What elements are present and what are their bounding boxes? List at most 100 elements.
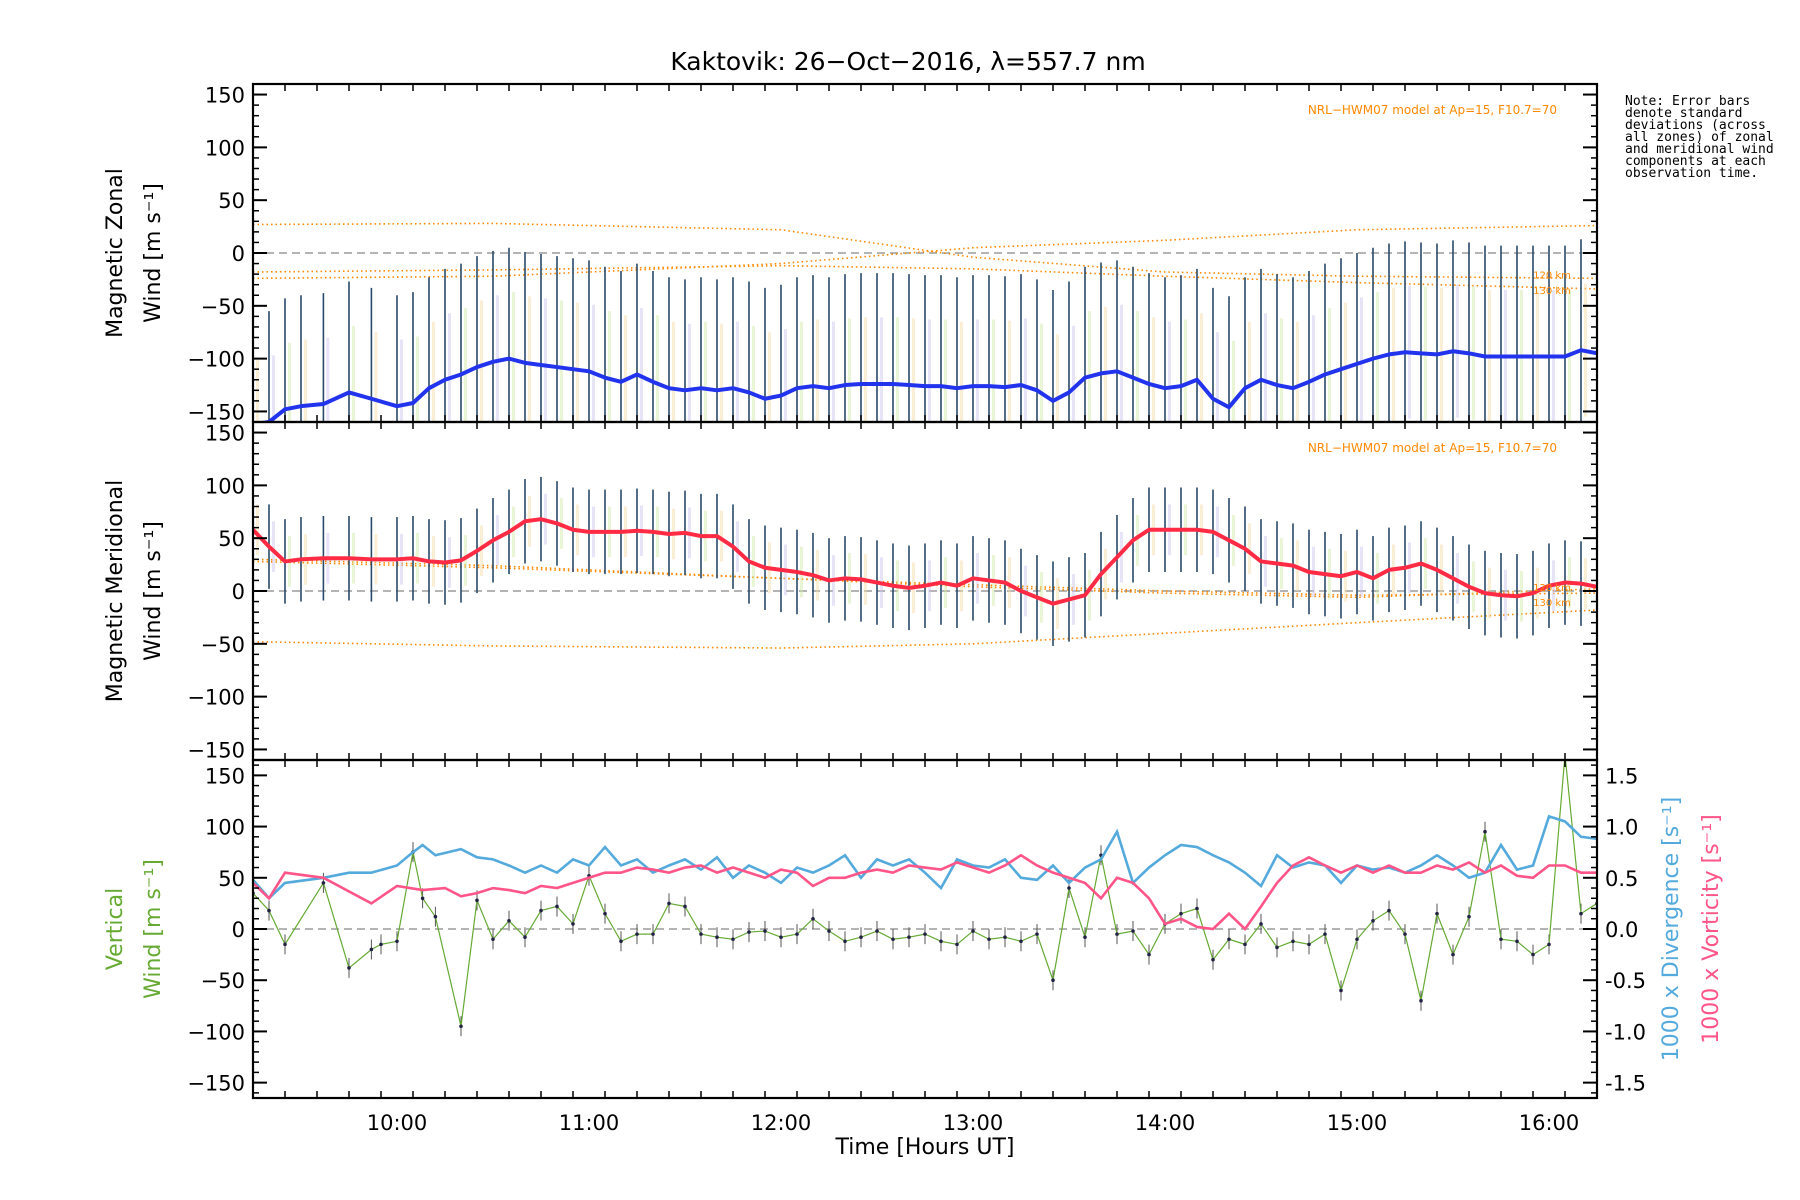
vertical-wind-point xyxy=(1499,937,1503,942)
vertical-wind-point xyxy=(475,898,479,903)
zone-scatter xyxy=(1376,552,1379,604)
zone-scatter xyxy=(1280,318,1283,422)
zone-scatter xyxy=(896,317,899,422)
model-altitude-label: 130 km xyxy=(1533,598,1571,609)
zone-scatter xyxy=(960,321,963,422)
zone-scatter xyxy=(688,323,691,422)
vertical-wind-point xyxy=(1403,932,1407,936)
divergence-line xyxy=(253,814,1597,901)
model-curve-0 xyxy=(253,222,1597,280)
y2-tick-label: 1.5 xyxy=(1605,764,1638,788)
zone-scatter xyxy=(432,321,435,422)
divergence-axis-label: 1000 x Divergence [s⁻¹] xyxy=(1659,797,1684,1061)
zone-scatter xyxy=(784,329,787,422)
zone-scatter xyxy=(1024,318,1027,422)
vertical-wind-point xyxy=(1419,998,1423,1003)
zone-scatter xyxy=(912,318,915,422)
plot-area xyxy=(253,760,1597,1037)
vertical-wind-point xyxy=(1243,942,1247,947)
zone-scatter xyxy=(720,323,723,422)
vertical-wind-point xyxy=(939,939,943,944)
zone-scatter xyxy=(1088,311,1091,422)
vertical-wind-point xyxy=(1259,922,1263,926)
vertical-wind-point xyxy=(1115,932,1119,936)
vertical-wind-point xyxy=(971,929,975,933)
x-tick-label: 10:00 xyxy=(367,1111,428,1135)
y2-tick-label: -1.5 xyxy=(1605,1072,1646,1096)
y-tick-label: 0 xyxy=(232,580,245,604)
vertical-wind-point xyxy=(1355,937,1359,942)
zone-scatter xyxy=(374,332,378,422)
zone-scatter xyxy=(1008,557,1011,608)
vertical-wind-point xyxy=(1211,957,1215,962)
vertical-wind-point xyxy=(1339,988,1343,993)
zone-scatter xyxy=(512,292,515,422)
vertical-wind-point xyxy=(603,911,607,916)
plot-area xyxy=(253,476,1603,649)
zone-scatter xyxy=(880,317,883,422)
zone-scatter xyxy=(512,506,515,558)
zone-scatter xyxy=(480,525,483,577)
zone-scatter xyxy=(256,357,259,422)
zone-scatter xyxy=(928,319,931,422)
vertical-wind-point xyxy=(459,1024,463,1029)
y-axis-label-line1: Magnetic Meridional xyxy=(103,480,128,702)
zone-scatter xyxy=(1248,321,1251,422)
vertical-wind-point xyxy=(891,937,895,942)
x-tick-label: 11:00 xyxy=(559,1111,620,1135)
zone-scatter xyxy=(352,325,355,422)
y-tick-label: 0 xyxy=(232,918,245,942)
zone-scatter xyxy=(464,535,467,586)
zone-scatter xyxy=(608,311,611,422)
vertical-wind-point xyxy=(523,935,527,939)
zonal-wind-line xyxy=(253,348,1597,422)
y-tick-label: 150 xyxy=(205,764,245,788)
y-tick-label: −100 xyxy=(187,1020,245,1044)
y-tick-label: 50 xyxy=(218,189,245,213)
model-curve-2 xyxy=(253,264,1597,290)
zone-scatter xyxy=(944,319,947,422)
vertical-wind-point xyxy=(539,908,543,913)
x-tick-label: 15:00 xyxy=(1327,1111,1388,1135)
zone-scatter xyxy=(1600,561,1603,612)
zone-scatter xyxy=(992,319,995,422)
vertical-wind-point xyxy=(555,904,559,909)
zone-scatter xyxy=(544,298,547,422)
x-tick-label: 13:00 xyxy=(943,1111,1004,1135)
y-tick-label: 100 xyxy=(205,474,245,498)
zone-scatter xyxy=(464,307,467,422)
zone-scatter xyxy=(832,321,835,422)
zone-scatter xyxy=(976,319,979,422)
zone-scatter xyxy=(1104,548,1107,600)
x-tick-label: 16:00 xyxy=(1519,1111,1580,1135)
vertical-wind-point xyxy=(420,896,425,901)
vertical-wind-point xyxy=(1131,929,1135,933)
zone-scatter xyxy=(496,514,499,566)
zone-scatter xyxy=(1104,306,1107,422)
zone-scatter xyxy=(1120,304,1123,422)
y-tick-label: −150 xyxy=(187,400,245,424)
y-tick-label: −100 xyxy=(187,348,245,372)
vertical-wind-point xyxy=(683,904,687,909)
zone-scatter xyxy=(736,521,739,572)
y-tick-label: 100 xyxy=(205,816,245,840)
model-curve-0 xyxy=(253,609,1597,649)
model-label: NRL−HWM07 model at Ap=15, F10.7=70 xyxy=(1308,103,1557,117)
y-axis-label-line2: Wind [m s⁻¹] xyxy=(141,183,166,323)
vertical-wind-point xyxy=(267,908,271,913)
vertical-wind-point xyxy=(283,942,287,947)
model-altitude-label: 120 km xyxy=(1533,583,1571,594)
model-altitude-label: 120 km xyxy=(1533,270,1571,281)
zone-scatter xyxy=(1216,506,1219,558)
zone-scatter xyxy=(1232,514,1235,566)
y2-tick-label: -0.5 xyxy=(1605,969,1646,993)
vertical-wind-line xyxy=(253,760,1597,1027)
zone-scatter xyxy=(656,315,659,422)
zone-scatter xyxy=(1328,307,1331,422)
y-axis-label-line2: Wind [m s⁻¹] xyxy=(141,521,166,661)
zone-scatter xyxy=(1088,569,1091,621)
vertical-wind-point xyxy=(1067,886,1071,890)
model-curve-1 xyxy=(253,224,1597,280)
y-tick-label: 0 xyxy=(232,242,245,266)
y-axis-label-line2: Wind [m s⁻¹] xyxy=(141,859,166,999)
